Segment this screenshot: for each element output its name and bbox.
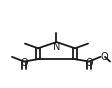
- Text: N: N: [52, 42, 60, 52]
- Text: O: O: [20, 58, 28, 68]
- Text: O: O: [84, 58, 92, 68]
- Text: O: O: [100, 52, 108, 62]
